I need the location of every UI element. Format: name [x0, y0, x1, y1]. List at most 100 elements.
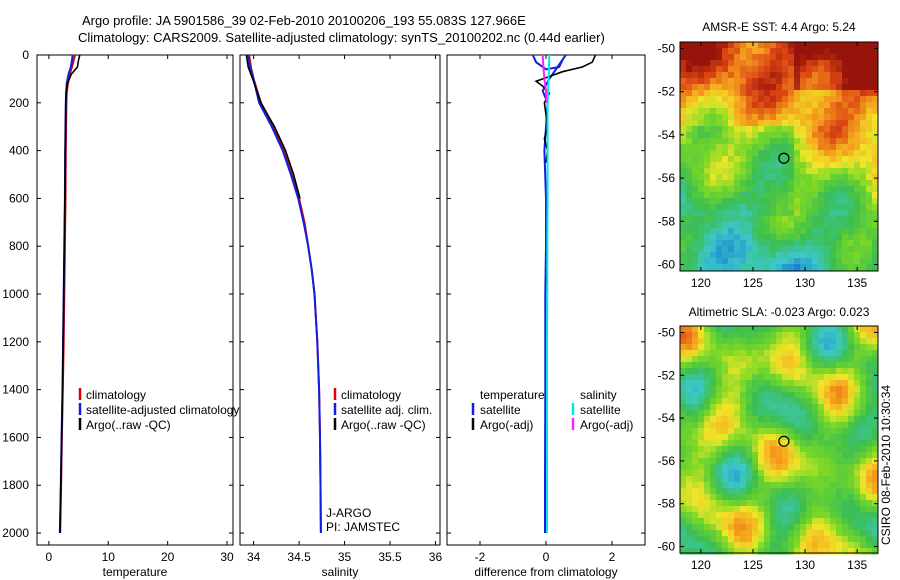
heatmap-cell — [746, 240, 753, 247]
heatmap-cell — [848, 380, 855, 387]
heatmap-cell — [686, 132, 693, 139]
heatmap-cell — [776, 126, 783, 133]
heatmap-cell — [866, 488, 873, 495]
heatmap-cell — [716, 66, 723, 73]
heatmap-cell — [692, 410, 699, 417]
heatmap-cell — [728, 326, 735, 333]
heatmap-cell — [788, 126, 795, 133]
heatmap-cell — [770, 258, 777, 265]
series-line — [59, 54, 76, 534]
heatmap-cell — [812, 204, 819, 211]
heatmap-cell — [722, 168, 729, 175]
heatmap-cell — [704, 476, 711, 483]
heatmap-cell — [770, 476, 777, 483]
heatmap-cell — [740, 404, 747, 411]
heatmap-cell — [704, 488, 711, 495]
heatmap-cell — [698, 138, 705, 145]
heatmap-cell — [866, 530, 873, 537]
heatmap-cell — [710, 404, 717, 411]
heatmap-cell — [680, 512, 687, 519]
heatmap-cell — [716, 494, 723, 501]
heatmap-cell — [764, 452, 771, 459]
heatmap-cell — [860, 48, 867, 55]
heatmap-cell — [854, 174, 861, 181]
heatmap-cell — [686, 482, 693, 489]
heatmap-cell — [722, 422, 729, 429]
heatmap-cell — [764, 42, 771, 49]
heatmap-cell — [848, 204, 855, 211]
heatmap-cell — [836, 470, 843, 477]
heatmap-cell — [686, 458, 693, 465]
heatmap-cell — [764, 264, 771, 271]
heatmap-cell — [698, 446, 705, 453]
heatmap-cell — [752, 66, 759, 73]
heatmap-cell — [824, 416, 831, 423]
heatmap-cell — [752, 48, 759, 55]
heatmap-cell — [854, 150, 861, 157]
heatmap-cell — [842, 434, 849, 441]
heatmap-cell — [734, 500, 741, 507]
heatmap-cell — [770, 54, 777, 61]
heatmap-cell — [704, 198, 711, 205]
heatmap-cell — [842, 144, 849, 151]
heatmap-cell — [872, 90, 879, 97]
heatmap-cell — [758, 386, 765, 393]
heatmap-cell — [716, 204, 723, 211]
heatmap-cell — [698, 204, 705, 211]
heatmap-cell — [740, 144, 747, 151]
heatmap-cell — [800, 548, 807, 555]
heatmap-cell — [740, 518, 747, 525]
heatmap-cell — [818, 422, 825, 429]
heatmap-cell — [830, 374, 837, 381]
heatmap-cell — [818, 234, 825, 241]
heatmap-cell — [842, 126, 849, 133]
heatmap-cell — [776, 338, 783, 345]
heatmap-cell — [770, 156, 777, 163]
heatmap-cell — [836, 464, 843, 471]
heatmap-cell — [872, 524, 879, 531]
heatmap-cell — [830, 506, 837, 513]
heatmap-cell — [806, 264, 813, 271]
heatmap-cell — [842, 186, 849, 193]
heatmap-cell — [824, 536, 831, 543]
heatmap-cell — [806, 488, 813, 495]
heatmap-cell — [746, 338, 753, 345]
heatmap-cell — [704, 210, 711, 217]
heatmap-cell — [866, 404, 873, 411]
heatmap-cell — [680, 548, 687, 555]
heatmap-cell — [872, 84, 879, 91]
heatmap-cell — [722, 150, 729, 157]
heatmap-cell — [824, 332, 831, 339]
heatmap-cell — [734, 162, 741, 169]
heatmap-cell — [686, 536, 693, 543]
heatmap-cell — [758, 60, 765, 67]
heatmap-cell — [860, 144, 867, 151]
heatmap-cell — [722, 536, 729, 543]
heatmap-cell — [818, 416, 825, 423]
heatmap-cell — [746, 78, 753, 85]
heatmap-cell — [800, 90, 807, 97]
heatmap-cell — [710, 500, 717, 507]
heatmap-cell — [848, 452, 855, 459]
heatmap-cell — [860, 512, 867, 519]
heatmap-cell — [734, 410, 741, 417]
heatmap-cell — [866, 470, 873, 477]
heatmap-cell — [836, 386, 843, 393]
heatmap-cell — [686, 264, 693, 271]
heatmap-cell — [698, 84, 705, 91]
heatmap-cell — [746, 54, 753, 61]
heatmap-cell — [716, 524, 723, 531]
heatmap-cell — [686, 114, 693, 121]
heatmap-cell — [848, 240, 855, 247]
heatmap-cell — [740, 398, 747, 405]
heatmap-cell — [740, 392, 747, 399]
heatmap-cell — [806, 482, 813, 489]
heatmap-cell — [770, 494, 777, 501]
heatmap-cell — [854, 252, 861, 259]
heatmap-cell — [752, 470, 759, 477]
heatmap-cell — [728, 78, 735, 85]
heatmap-cell — [842, 174, 849, 181]
heatmap-cell — [800, 234, 807, 241]
heatmap-cell — [806, 60, 813, 67]
heatmap-cell — [872, 252, 879, 259]
